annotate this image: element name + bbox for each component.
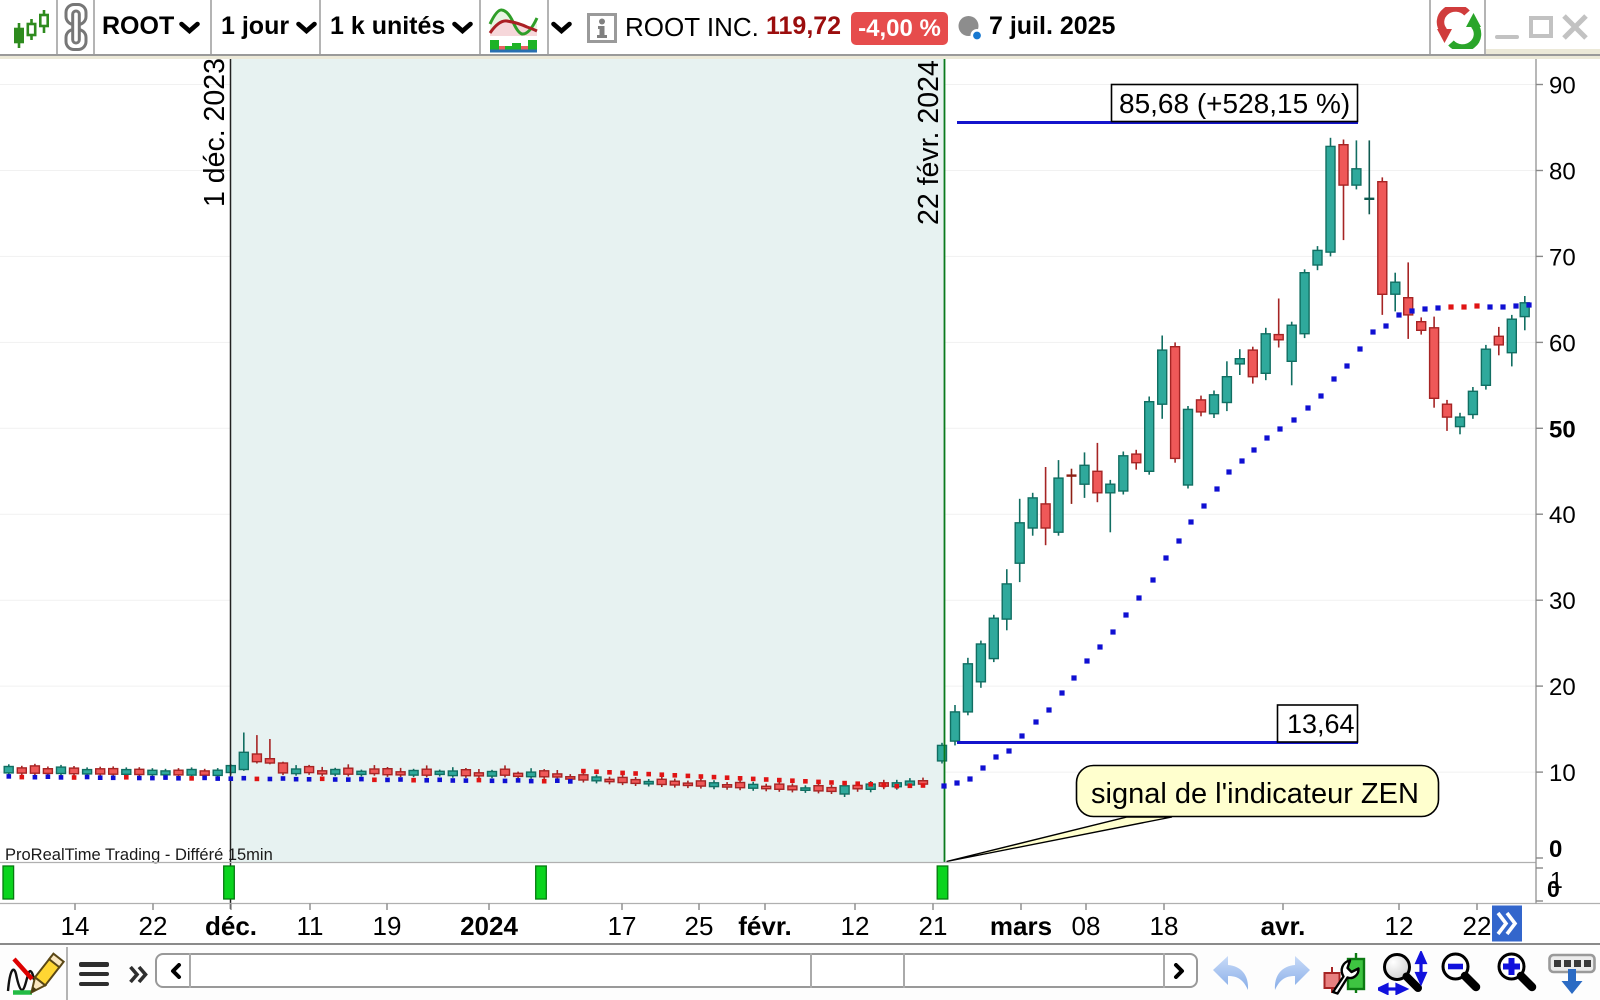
- svg-text:11: 11: [297, 911, 324, 941]
- svg-text:18: 18: [1150, 911, 1179, 941]
- svg-text:févr.: févr.: [738, 911, 792, 941]
- svg-text:22: 22: [1463, 911, 1492, 941]
- svg-text:80: 80: [1549, 159, 1576, 186]
- svg-text:1 déc. 2023: 1 déc. 2023: [199, 58, 231, 207]
- svg-text:1: 1: [1550, 867, 1563, 893]
- svg-text:40: 40: [1549, 502, 1576, 529]
- svg-text:70: 70: [1549, 244, 1576, 271]
- svg-text:10: 10: [1549, 760, 1576, 787]
- svg-text:déc.: déc.: [205, 911, 257, 941]
- svg-text:19: 19: [373, 911, 402, 941]
- svg-text:0: 0: [1547, 876, 1560, 902]
- svg-text:22 févr. 2024: 22 févr. 2024: [913, 60, 945, 225]
- svg-text:2024: 2024: [460, 911, 518, 941]
- svg-text:85,68 (+528,15 %): 85,68 (+528,15 %): [1119, 88, 1350, 119]
- svg-text:12: 12: [841, 911, 870, 941]
- svg-text:signal de l'indicateur ZEN: signal de l'indicateur ZEN: [1091, 778, 1419, 810]
- svg-text:avr.: avr.: [1261, 911, 1306, 941]
- svg-text:21: 21: [919, 911, 948, 941]
- svg-text:20: 20: [1549, 674, 1576, 701]
- svg-text:50: 50: [1549, 416, 1576, 443]
- svg-text:90: 90: [1549, 73, 1576, 100]
- svg-text:22: 22: [139, 911, 168, 941]
- svg-text:13,64: 13,64: [1287, 709, 1355, 739]
- svg-text:mars: mars: [990, 911, 1052, 941]
- svg-text:ProRealTime Trading - Différé: ProRealTime Trading - Différé 15min: [5, 846, 273, 864]
- svg-text:60: 60: [1549, 330, 1576, 357]
- svg-text:30: 30: [1549, 588, 1576, 615]
- svg-text:14: 14: [61, 911, 90, 941]
- svg-text:25: 25: [685, 911, 714, 941]
- svg-text:08: 08: [1072, 911, 1101, 941]
- svg-text:0: 0: [1549, 836, 1562, 863]
- svg-text:17: 17: [608, 911, 637, 941]
- svg-text:12: 12: [1385, 911, 1414, 941]
